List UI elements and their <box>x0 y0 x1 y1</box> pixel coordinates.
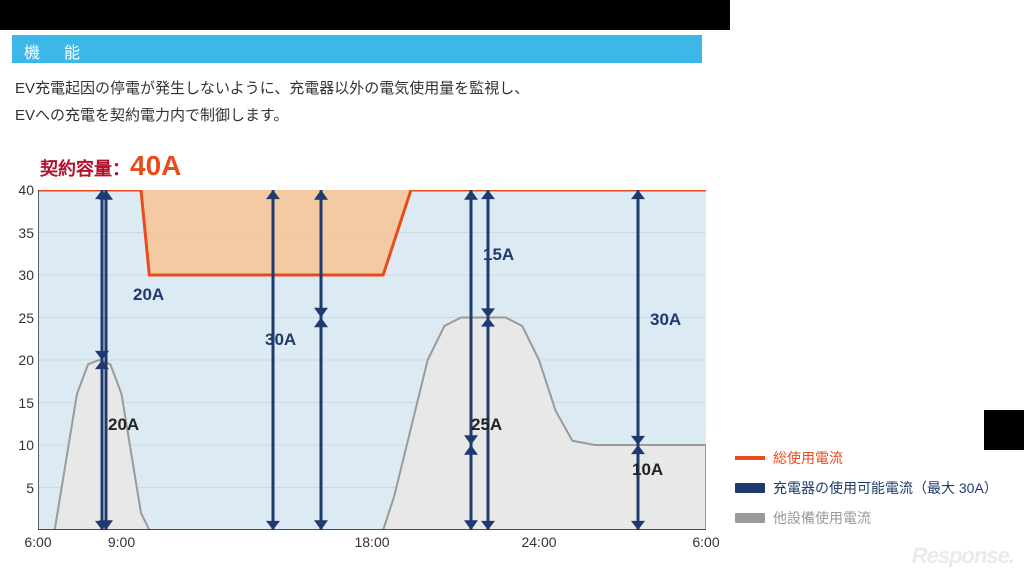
chart-annotation: 20A <box>133 285 164 305</box>
legend-label: 他設備使用電流 <box>773 508 871 528</box>
legend-swatch <box>735 513 765 523</box>
y-tick-label: 25 <box>18 310 34 326</box>
chart-annotation: 10A <box>632 460 663 480</box>
chart-annotation: 15A <box>483 245 514 265</box>
x-tick-label: 24:00 <box>521 534 556 550</box>
legend: 総使用電流充電器の使用可能電流（最大 30A） 他設備使用電流 <box>735 448 998 538</box>
right-black-box <box>984 410 1024 450</box>
x-tick-label: 9:00 <box>108 534 135 550</box>
contract-capacity: 契約容量：40A <box>40 150 181 182</box>
y-tick-label: 40 <box>18 182 34 198</box>
chart-annotation: 25A <box>471 415 502 435</box>
chart-annotation: 20A <box>108 415 139 435</box>
y-tick-label: 5 <box>26 480 34 496</box>
y-tick-label: 30 <box>18 267 34 283</box>
contract-value: 40A <box>130 150 181 181</box>
y-tick-label: 10 <box>18 437 34 453</box>
contract-label: 契約容量： <box>40 159 130 179</box>
x-tick-label: 6:00 <box>692 534 719 550</box>
description: EV充電起因の停電が発生しないように、充電器以外の電気使用量を監視し、 EVへの… <box>15 75 529 129</box>
chart-svg <box>38 190 706 530</box>
legend-swatch <box>735 456 765 460</box>
legend-row: 総使用電流 <box>735 448 998 468</box>
legend-row: 充電器の使用可能電流（最大 30A） <box>735 478 998 498</box>
y-tick-label: 15 <box>18 395 34 411</box>
section-header: 機 能 <box>12 35 702 63</box>
watermark: Response. <box>912 543 1014 569</box>
x-tick-label: 6:00 <box>24 534 51 550</box>
chart-annotation: 30A <box>650 310 681 330</box>
legend-swatch <box>735 483 765 493</box>
legend-label: 充電器の使用可能電流（最大 30A） <box>773 478 998 498</box>
chart-area: 510152025303540 6:009:0018:0024:006:00 2… <box>38 190 706 550</box>
chart-annotation: 30A <box>265 330 296 350</box>
desc-line2: EVへの充電を契約電力内で制御します。 <box>15 102 529 129</box>
x-tick-label: 18:00 <box>354 534 389 550</box>
top-black-bar <box>0 0 730 30</box>
legend-row: 他設備使用電流 <box>735 508 998 528</box>
desc-line1: EV充電起因の停電が発生しないように、充電器以外の電気使用量を監視し、 <box>15 75 529 102</box>
y-tick-label: 20 <box>18 352 34 368</box>
y-tick-label: 35 <box>18 225 34 241</box>
legend-label: 総使用電流 <box>773 448 843 468</box>
